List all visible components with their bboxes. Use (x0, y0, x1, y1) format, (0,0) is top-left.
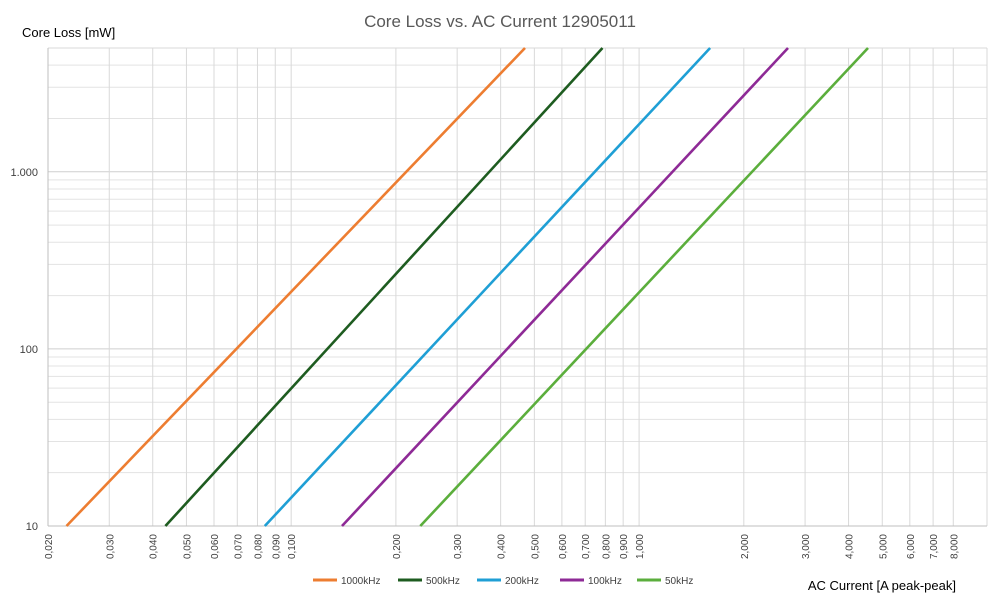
series-line-500kHz (164, 47, 604, 527)
x-axis-title: AC Current [A peak-peak] (808, 578, 956, 593)
x-tick-label: 0,080 (253, 534, 264, 559)
y-axis-ticks: 10 100 1.000 (10, 167, 38, 533)
series-line-200kHz (263, 47, 712, 527)
x-axis-ticks: 0,020 0,030 0,040 0,050 0,060 0,070 0,080 0,090… (44, 534, 960, 559)
series-line-1000kHz (65, 47, 526, 527)
x-tick-label: 0,030 (105, 534, 116, 559)
legend-label: 200kHz (505, 576, 539, 587)
x-tick-label: 0,800 (601, 534, 612, 559)
legend-label: 1000kHz (341, 576, 380, 587)
x-tick-label: 7,000 (929, 534, 940, 559)
y-tick-label: 10 (26, 521, 38, 533)
x-tick-label: 1,000 (635, 534, 646, 559)
series-line-100kHz (341, 47, 789, 527)
x-tick-label: 3,000 (801, 534, 812, 559)
series-lines (65, 47, 869, 527)
chart-title: Core Loss vs. AC Current 12905011 (364, 12, 636, 31)
x-tick-label: 0,500 (530, 534, 541, 559)
x-tick-label: 0,050 (182, 534, 193, 559)
x-tick-label: 0,100 (287, 534, 298, 559)
x-tick-label: 5,000 (878, 534, 889, 559)
x-tick-label: 0,090 (271, 534, 282, 559)
y-tick-label: 100 (20, 344, 38, 356)
x-tick-label: 0,070 (233, 534, 244, 559)
legend: 1000kHz 500kHz 200kHz 100kHz 50kHz (313, 576, 693, 587)
x-tick-label: 2,000 (740, 534, 751, 559)
x-tick-label: 0,600 (558, 534, 569, 559)
x-tick-label: 0,400 (497, 534, 508, 559)
x-tick-label: 8,000 (949, 534, 960, 559)
x-tick-label: 0,020 (44, 534, 55, 559)
series-line-50kHz (419, 47, 869, 527)
x-tick-label: 0,200 (392, 534, 403, 559)
x-tick-label: 0,040 (149, 534, 160, 559)
x-tick-label: 0,900 (619, 534, 630, 559)
x-tick-label: 4,000 (845, 534, 856, 559)
legend-label: 100kHz (588, 576, 622, 587)
legend-label: 500kHz (426, 576, 460, 587)
legend-label: 50kHz (665, 576, 693, 587)
y-tick-label: 1.000 (10, 167, 38, 179)
x-tick-label: 0,060 (210, 534, 221, 559)
grid (47, 47, 988, 527)
x-tick-label: 0,700 (581, 534, 592, 559)
x-tick-label: 0,300 (453, 534, 464, 559)
x-tick-label: 6,000 (906, 534, 917, 559)
y-axis-title: Core Loss [mW] (22, 25, 115, 40)
